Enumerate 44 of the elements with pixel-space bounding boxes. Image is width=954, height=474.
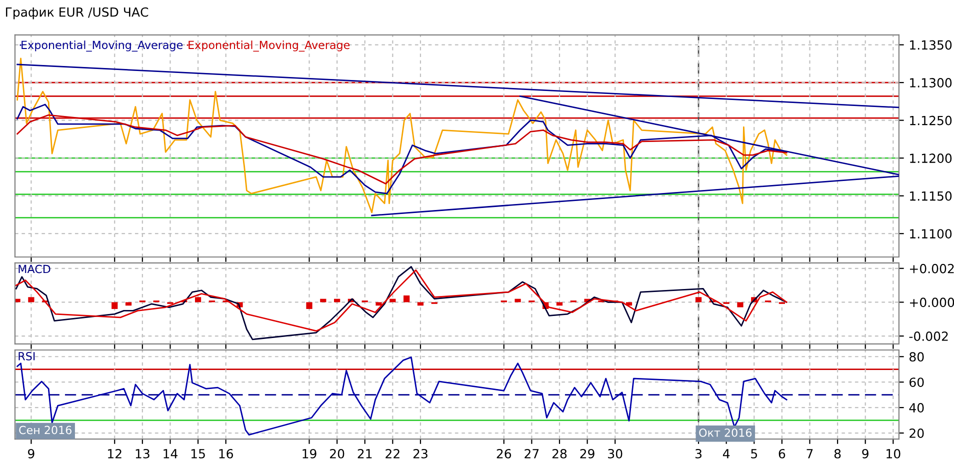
x-tick-label: 16	[219, 448, 233, 458]
x-tick-label: 30	[608, 448, 622, 458]
x-tick-label: 9	[862, 448, 868, 458]
x-tick-label: 27	[524, 448, 539, 458]
y-tick-label: 1.1150	[910, 191, 952, 201]
y-tick-label: 1.1250	[910, 116, 952, 126]
y-tick-label: +0.000	[910, 298, 954, 308]
x-tick-label: 4	[722, 449, 730, 458]
x-tick-label: 26	[496, 448, 512, 458]
y-tick-label: 1.1350	[910, 40, 952, 50]
x-tick-label: 5	[751, 449, 758, 458]
x-tick-label: 23	[413, 448, 428, 458]
annotation: Окт 2016	[699, 428, 752, 437]
chart-title: RSI	[18, 352, 35, 360]
x-tick-label: 21	[358, 448, 372, 458]
chart-title: MACD	[18, 264, 50, 274]
x-tick-label: 22	[386, 448, 400, 458]
chart-title: График EUR /USD ЧАС	[6, 7, 148, 20]
x-tick-label: 6	[778, 448, 786, 458]
x-tick-label: 9	[28, 448, 34, 458]
x-tick-label: 28	[552, 448, 567, 458]
y-tick-label: 40	[909, 403, 924, 412]
x-tick-label: 7	[806, 449, 813, 458]
x-tick-label: 15	[191, 449, 205, 458]
y-tick-label: 80	[910, 352, 924, 362]
legend-label: Exponential_Moving_Average	[188, 40, 350, 52]
y-tick-label: -0.002	[909, 332, 948, 341]
x-tick-label: 14	[164, 449, 178, 458]
x-tick-label: 20	[330, 448, 344, 458]
legend-label: Exponential_Moving_Average	[22, 40, 183, 52]
x-tick-label: 29	[580, 448, 594, 458]
x-tick-label: 19	[302, 448, 316, 458]
y-tick-label: 60	[910, 378, 924, 388]
x-tick-label: 10	[886, 448, 900, 458]
x-tick-label: 8	[834, 448, 841, 458]
x-tick-label: 3	[696, 448, 702, 458]
x-tick-label: 13	[136, 448, 150, 458]
y-tick-label: +0.002	[910, 264, 954, 274]
y-tick-label: 1.1100	[910, 229, 952, 239]
y-tick-label: 1.1300	[910, 78, 952, 88]
x-tick-label: 12	[108, 448, 122, 458]
annotation: Сен 2016	[19, 426, 72, 434]
y-tick-label: 20	[910, 428, 924, 438]
y-tick-label: 1.1200	[910, 154, 952, 163]
